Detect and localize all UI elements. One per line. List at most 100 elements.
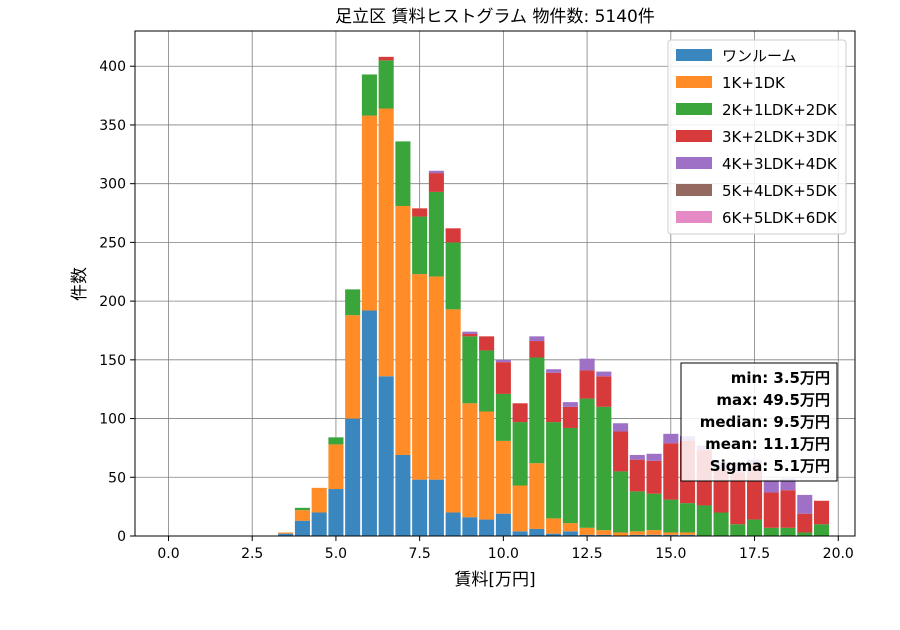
bar-segment bbox=[412, 479, 428, 536]
bar-segment bbox=[529, 336, 545, 342]
bar-segment bbox=[529, 357, 545, 464]
bar-segment bbox=[663, 433, 679, 444]
bar-segment bbox=[378, 108, 394, 377]
bar-segment bbox=[763, 479, 779, 493]
bar-segment bbox=[378, 60, 394, 109]
x-tick-label: 12.5 bbox=[572, 546, 603, 562]
bar-segment bbox=[663, 443, 679, 500]
legend-swatch bbox=[676, 103, 712, 115]
bar-segment bbox=[294, 510, 310, 521]
bar-segment bbox=[479, 336, 495, 351]
bar-segment bbox=[529, 528, 545, 536]
stat-sigma: Sigma: 5.1万円 bbox=[710, 457, 830, 475]
bar-segment bbox=[512, 485, 528, 532]
bar-segment bbox=[462, 403, 478, 518]
legend-swatch bbox=[676, 211, 712, 223]
bar-segment bbox=[428, 276, 444, 480]
bar-segment bbox=[596, 534, 612, 536]
legend-swatch bbox=[676, 184, 712, 196]
bar-segment bbox=[412, 274, 428, 480]
bar-segment bbox=[428, 191, 444, 277]
bar-segment bbox=[294, 520, 310, 536]
bar-segment bbox=[596, 371, 612, 377]
bar-segment bbox=[495, 393, 511, 441]
bar-segment bbox=[813, 500, 830, 525]
bar-segment bbox=[294, 507, 310, 511]
bar-segment bbox=[361, 115, 377, 311]
bar-segment bbox=[680, 534, 696, 536]
bar-segment bbox=[813, 524, 830, 536]
bar-segment bbox=[747, 519, 763, 536]
bar-segment bbox=[696, 505, 712, 536]
legend-label: ワンルーム bbox=[722, 47, 797, 65]
bar-segment bbox=[529, 463, 545, 529]
bar-segment bbox=[562, 406, 578, 428]
bar-segment bbox=[797, 494, 813, 514]
bar-segment bbox=[495, 359, 511, 363]
bar-segment bbox=[479, 411, 495, 520]
bar-segment bbox=[562, 427, 578, 524]
x-tick-label: 2.5 bbox=[241, 546, 263, 562]
bar-segment bbox=[345, 289, 361, 316]
bar-segment bbox=[596, 530, 612, 535]
y-ticks: 0 50 100 150 200 250 300 350 400 bbox=[99, 59, 135, 545]
bar-segment bbox=[663, 534, 679, 536]
bar-segment bbox=[395, 205, 411, 455]
bar-segment bbox=[546, 422, 562, 519]
bar-segment bbox=[763, 527, 779, 536]
x-tick-label: 20.0 bbox=[823, 546, 854, 562]
plot-frame bbox=[134, 30, 856, 537]
bar-segment bbox=[462, 331, 478, 334]
bar-segment bbox=[462, 334, 478, 337]
bar-segment bbox=[428, 170, 444, 174]
bar-segment bbox=[680, 503, 696, 533]
bar-segment bbox=[780, 527, 796, 536]
chart-title: 足立区 賃料ヒストグラム 物件数: 5140件 bbox=[335, 7, 655, 27]
bar-segment bbox=[412, 216, 428, 275]
bar-segment bbox=[328, 437, 344, 445]
bar-segment bbox=[311, 487, 327, 513]
bar-segment bbox=[328, 489, 344, 536]
bar-segment bbox=[562, 531, 578, 536]
y-axis-label: 件数 bbox=[70, 267, 90, 301]
bar-segment bbox=[445, 228, 461, 243]
bar-segment bbox=[462, 517, 478, 536]
bar-segment bbox=[462, 336, 478, 404]
bar-segment bbox=[646, 530, 662, 535]
x-tick-label: 10.0 bbox=[488, 546, 519, 562]
x-tick-label: 7.5 bbox=[409, 546, 431, 562]
bar-segment bbox=[579, 527, 595, 535]
bar-segment bbox=[613, 431, 629, 472]
bar-segment bbox=[579, 398, 595, 528]
bar-segment bbox=[546, 372, 562, 423]
bar-segment bbox=[428, 173, 444, 192]
y-tick-label: 100 bbox=[99, 412, 126, 428]
bar-segment bbox=[629, 459, 645, 492]
x-tick-label: 15.0 bbox=[655, 546, 686, 562]
y-tick-label: 300 bbox=[99, 177, 126, 193]
bar-segment bbox=[378, 376, 394, 536]
bar-segment bbox=[579, 534, 595, 536]
stat-median: median: 9.5万円 bbox=[700, 413, 830, 431]
y-tick-label: 250 bbox=[99, 235, 126, 251]
bar-segment bbox=[562, 402, 578, 407]
bar-segment bbox=[345, 418, 361, 536]
legend: ワンルーム 1K+1DK 2K+1LDK+2DK 3K+2LDK+3DK 4K+3LDK… bbox=[667, 39, 847, 235]
x-tick-label: 5.0 bbox=[325, 546, 347, 562]
bar-segment bbox=[579, 358, 595, 371]
bar-segment bbox=[378, 56, 394, 61]
bar-segment bbox=[730, 472, 746, 525]
bar-segment bbox=[613, 471, 629, 533]
bar-segment bbox=[646, 453, 662, 461]
x-ticks: 0.0 2.5 5.0 7.5 10.0 12.5 15.0 17.5 20.0 bbox=[157, 536, 854, 562]
bar-segment bbox=[780, 478, 796, 491]
bar-segment bbox=[512, 531, 528, 536]
bar-segment bbox=[395, 454, 411, 536]
bar-segment bbox=[495, 513, 511, 536]
stat-mean: mean: 11.1万円 bbox=[705, 435, 830, 453]
bar-segment bbox=[713, 512, 729, 536]
y-tick-label: 200 bbox=[99, 294, 126, 310]
legend-swatch bbox=[676, 157, 712, 169]
y-tick-label: 150 bbox=[99, 353, 126, 369]
bar-segment bbox=[797, 532, 813, 536]
